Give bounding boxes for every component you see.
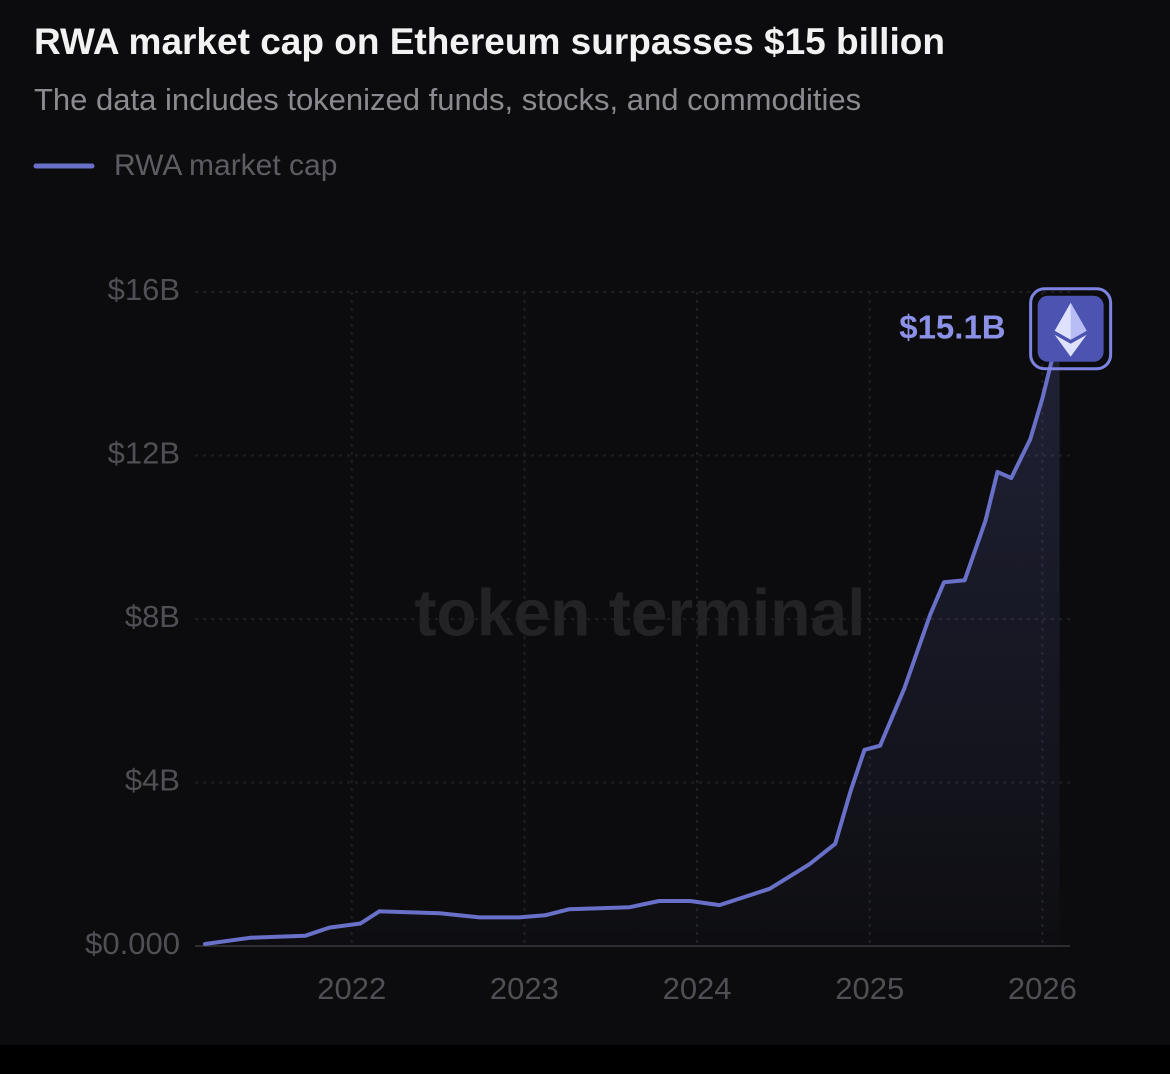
watermark: token terminal: [414, 575, 865, 649]
chart-subtitle: The data includes tokenized funds, stock…: [34, 82, 861, 117]
bottom-band: [0, 1045, 1170, 1069]
value-label: $15.1B: [899, 309, 1005, 346]
y-tick-label: $4B: [125, 763, 180, 798]
line: [203, 326, 1062, 946]
area: [205, 328, 1060, 946]
x-tick-label: 2025: [835, 971, 904, 1006]
x-tick-label: 2026: [1008, 971, 1077, 1006]
ethereum-icon: [1029, 287, 1113, 371]
x-tick-label: 2023: [490, 971, 559, 1006]
y-tick-label: $8B: [125, 599, 180, 634]
y-tick-label: $16B: [108, 272, 180, 307]
x-tick-label: 2024: [663, 971, 732, 1006]
chart-title: RWA market cap on Ethereum surpasses $15…: [34, 21, 945, 62]
y-tick-label: $0.000: [85, 926, 180, 961]
y-tick-label: $12B: [108, 436, 180, 471]
x-tick-label: 2022: [317, 971, 386, 1006]
legend-label: RWA market cap: [114, 149, 337, 182]
plot-area: $0.000 $4B $8B $12B $16B 2022 2023 2024 2025 2026…: [85, 272, 1077, 1006]
